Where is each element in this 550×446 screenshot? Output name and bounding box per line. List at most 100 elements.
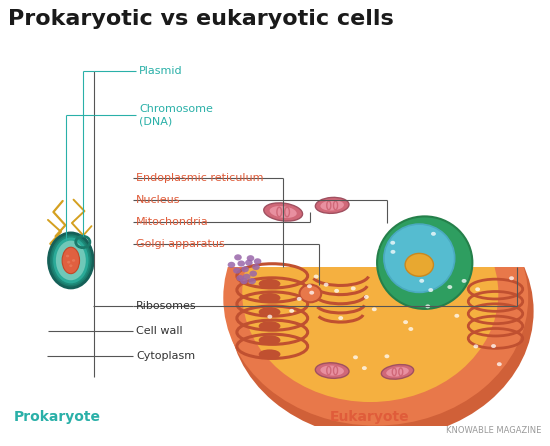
Circle shape xyxy=(278,248,283,252)
Circle shape xyxy=(349,226,354,230)
Circle shape xyxy=(248,278,256,284)
Circle shape xyxy=(314,275,318,279)
Circle shape xyxy=(390,250,395,254)
Circle shape xyxy=(289,309,294,313)
Circle shape xyxy=(334,289,339,293)
Circle shape xyxy=(390,241,395,245)
Ellipse shape xyxy=(377,216,472,309)
Ellipse shape xyxy=(229,183,534,439)
Ellipse shape xyxy=(270,206,297,218)
Ellipse shape xyxy=(264,203,303,221)
Text: Mitochondria: Mitochondria xyxy=(136,217,209,227)
Circle shape xyxy=(351,286,356,290)
Circle shape xyxy=(307,284,312,288)
Text: Endoplasmic reticulum: Endoplasmic reticulum xyxy=(136,173,263,183)
Circle shape xyxy=(384,354,389,358)
Circle shape xyxy=(234,254,242,260)
Circle shape xyxy=(309,291,314,295)
Circle shape xyxy=(497,362,502,366)
Circle shape xyxy=(243,274,250,280)
Circle shape xyxy=(505,208,510,212)
Ellipse shape xyxy=(62,247,80,274)
Circle shape xyxy=(241,266,249,273)
Circle shape xyxy=(301,242,306,246)
Text: Chromosome
(DNA): Chromosome (DNA) xyxy=(139,104,213,126)
Circle shape xyxy=(267,315,272,318)
Text: KNOWABLE MAGAZINE: KNOWABLE MAGAZINE xyxy=(447,426,542,435)
Circle shape xyxy=(249,271,257,277)
Text: Nucleus: Nucleus xyxy=(136,195,180,205)
Text: Prokaryotic vs eukaryotic cells: Prokaryotic vs eukaryotic cells xyxy=(8,9,394,29)
Ellipse shape xyxy=(258,293,280,303)
Circle shape xyxy=(428,288,433,292)
Circle shape xyxy=(228,262,235,268)
Circle shape xyxy=(374,236,379,240)
Ellipse shape xyxy=(258,335,280,345)
Circle shape xyxy=(454,314,459,318)
Circle shape xyxy=(254,258,261,264)
Ellipse shape xyxy=(223,170,528,425)
Ellipse shape xyxy=(384,224,455,293)
Text: Cell wall: Cell wall xyxy=(136,326,183,336)
Circle shape xyxy=(425,304,430,308)
Circle shape xyxy=(373,246,378,250)
Circle shape xyxy=(361,215,366,219)
Circle shape xyxy=(72,259,75,262)
Ellipse shape xyxy=(405,253,433,276)
Circle shape xyxy=(509,276,514,280)
Ellipse shape xyxy=(258,321,280,331)
Ellipse shape xyxy=(242,185,498,402)
Circle shape xyxy=(245,260,252,266)
Circle shape xyxy=(491,344,496,348)
Circle shape xyxy=(368,245,373,249)
Circle shape xyxy=(364,295,368,299)
Circle shape xyxy=(66,255,69,257)
Circle shape xyxy=(329,214,334,218)
Ellipse shape xyxy=(321,365,344,376)
Circle shape xyxy=(461,279,466,283)
Circle shape xyxy=(431,232,436,236)
Ellipse shape xyxy=(315,363,349,378)
Circle shape xyxy=(273,236,278,240)
Text: Eukaryote: Eukaryote xyxy=(329,410,409,424)
Circle shape xyxy=(403,320,408,324)
Ellipse shape xyxy=(258,279,280,289)
Ellipse shape xyxy=(48,233,93,288)
Circle shape xyxy=(419,279,424,283)
Circle shape xyxy=(238,260,245,267)
Circle shape xyxy=(247,255,254,261)
Circle shape xyxy=(447,285,452,289)
Ellipse shape xyxy=(315,198,349,213)
Circle shape xyxy=(297,297,301,301)
Text: Cytoplasm: Cytoplasm xyxy=(136,351,195,361)
Circle shape xyxy=(362,366,367,370)
Circle shape xyxy=(353,355,358,359)
Circle shape xyxy=(371,237,376,241)
Ellipse shape xyxy=(321,200,344,211)
Text: Plasmid: Plasmid xyxy=(139,66,183,76)
Text: Ribosomes: Ribosomes xyxy=(136,301,197,311)
Circle shape xyxy=(69,264,73,267)
Ellipse shape xyxy=(258,307,280,317)
Ellipse shape xyxy=(300,285,321,302)
Circle shape xyxy=(503,252,508,256)
Circle shape xyxy=(323,283,328,287)
Circle shape xyxy=(475,287,480,291)
Circle shape xyxy=(236,275,244,281)
Ellipse shape xyxy=(258,349,280,359)
Circle shape xyxy=(474,344,478,348)
Circle shape xyxy=(252,264,260,270)
Circle shape xyxy=(233,268,241,274)
Text: Prokaryote: Prokaryote xyxy=(14,410,101,424)
Circle shape xyxy=(485,253,490,257)
Circle shape xyxy=(240,278,248,284)
Circle shape xyxy=(67,261,70,264)
Circle shape xyxy=(410,207,415,211)
Circle shape xyxy=(338,316,343,320)
Ellipse shape xyxy=(381,364,414,379)
Text: Golgi apparatus: Golgi apparatus xyxy=(136,239,225,249)
Circle shape xyxy=(372,307,377,311)
Circle shape xyxy=(408,327,413,331)
Ellipse shape xyxy=(56,241,86,280)
Ellipse shape xyxy=(52,237,89,284)
